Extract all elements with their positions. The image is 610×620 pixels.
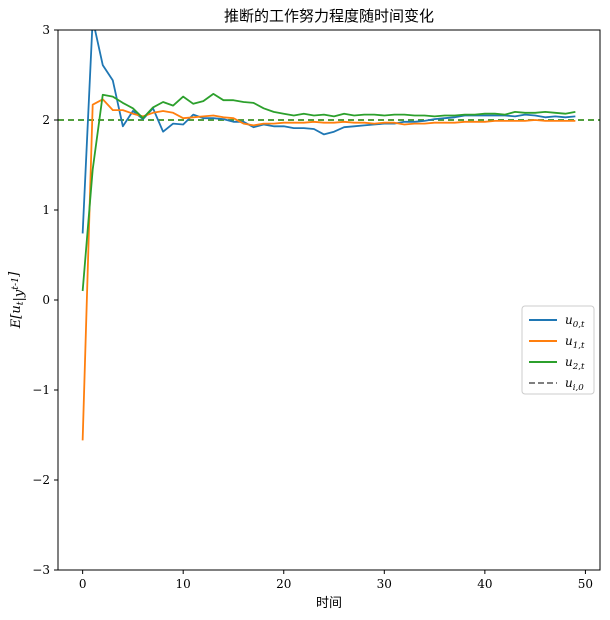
y-ticks: −3 −2 −1 0 1 2 3	[32, 23, 58, 577]
legend-label: u1,t	[565, 334, 585, 351]
x-axis-label: 时间	[316, 596, 342, 611]
axes-frame	[57, 29, 601, 571]
x-tick-label: 30	[377, 577, 392, 591]
x-tick-label: 20	[276, 577, 291, 591]
y-axis-label: E[ut|yt-1]	[7, 271, 27, 329]
chart-title: 推断的工作努力程度随时间变化	[224, 7, 434, 25]
x-tick-label: 0	[79, 577, 87, 591]
y-tick-label: 1	[42, 203, 50, 217]
legend: u0,t u1,t u2,t ui,0	[521, 305, 595, 395]
legend-label: u0,t	[565, 313, 585, 330]
series-line-0	[81, 30, 576, 234]
series-line-1	[81, 98, 576, 441]
series-line-2	[81, 93, 576, 292]
x-ticks: 0 10 20 30 40 50	[79, 570, 593, 591]
y-tick-label: 3	[42, 23, 50, 37]
plot-lines	[58, 30, 600, 441]
x-tick-label: 50	[578, 577, 593, 591]
legend-box	[521, 305, 595, 395]
y-tick-label: −1	[32, 383, 50, 397]
legend-label: ui,0	[565, 376, 584, 393]
legend-label: u2,t	[565, 355, 585, 372]
y-tick-label: −3	[32, 563, 50, 577]
x-tick-label: 10	[176, 577, 191, 591]
x-tick-label: 40	[477, 577, 492, 591]
y-tick-label: 0	[42, 293, 50, 307]
y-tick-label: 2	[42, 113, 50, 127]
y-tick-label: −2	[32, 473, 50, 487]
